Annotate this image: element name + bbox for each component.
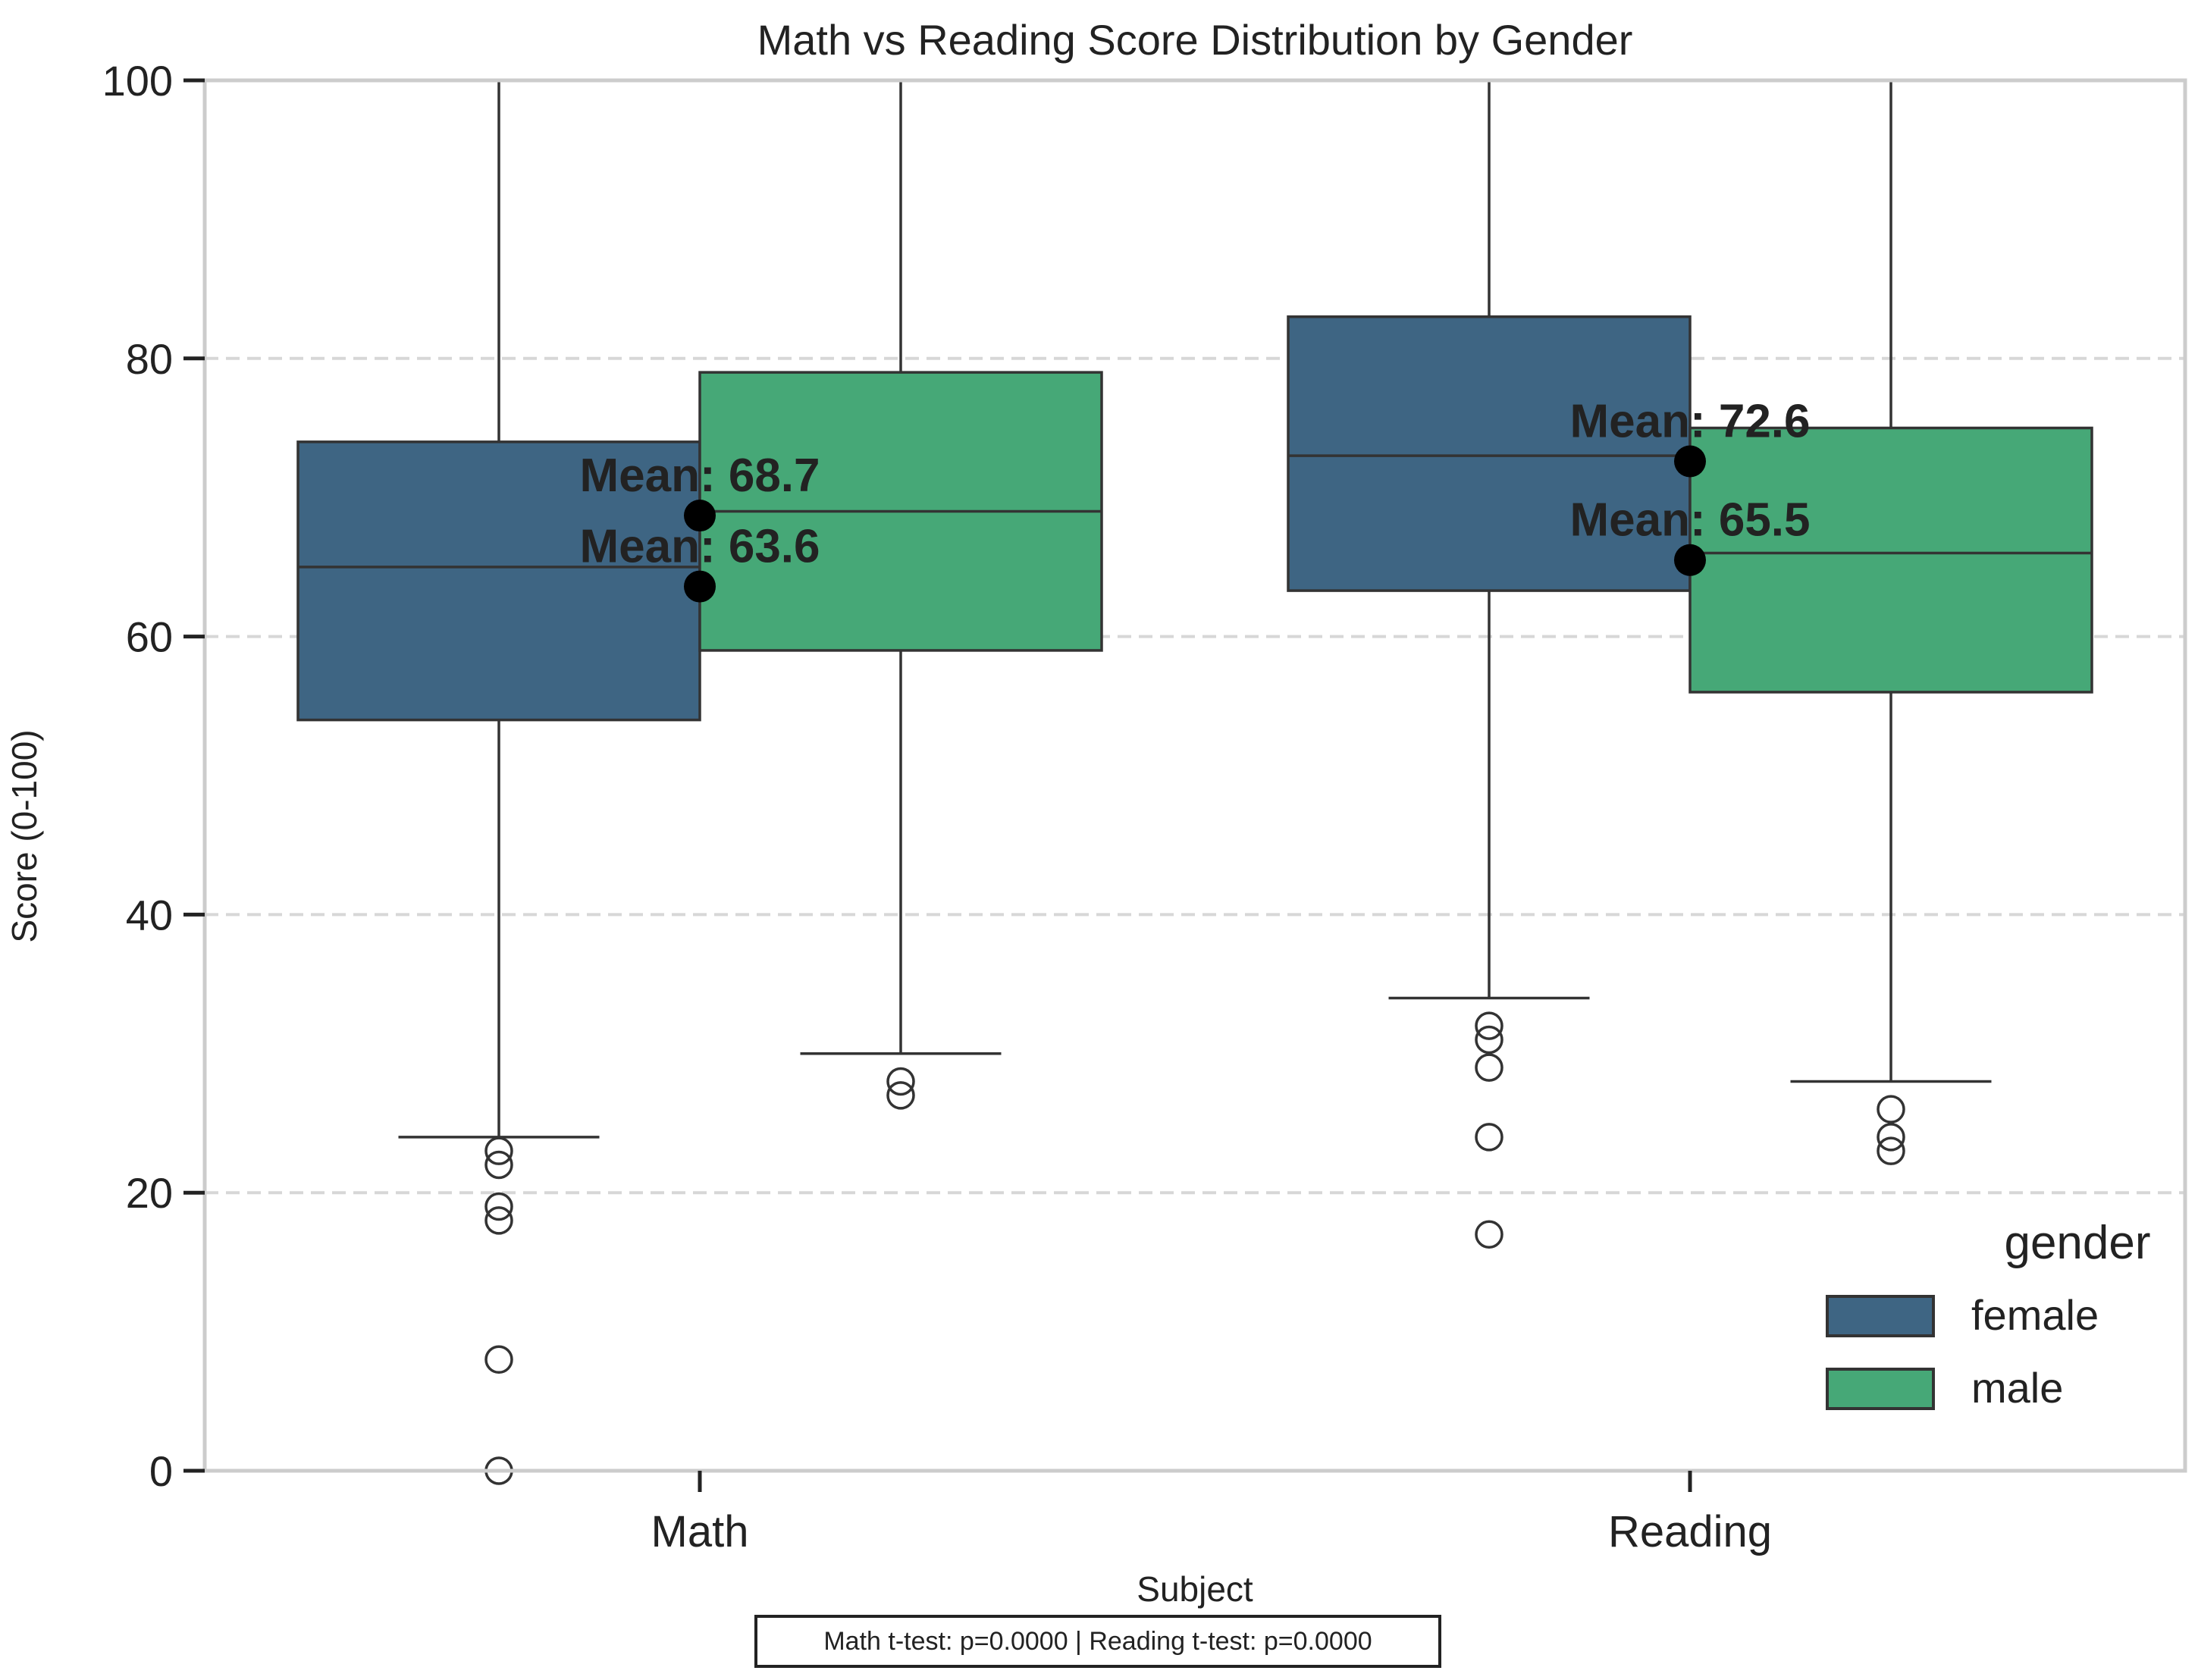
box-body <box>296 440 701 722</box>
x-axis-label: Subject <box>1137 1569 1253 1609</box>
outlier-point <box>1877 1123 1905 1152</box>
chart-title: Math vs Reading Score Distribution by Ge… <box>757 16 1633 64</box>
t-test-footnote: Math t-test: p=0.0000 | Reading t-test: … <box>754 1615 1441 1668</box>
y-tick-label: 0 <box>149 1447 173 1495</box>
y-tick-label: 100 <box>102 57 173 105</box>
outlier-point <box>1475 1220 1503 1249</box>
outlier-point <box>1475 1123 1503 1152</box>
outlier-point <box>886 1067 915 1096</box>
x-tick-label: Reading <box>1608 1507 1772 1556</box>
outlier-point <box>1475 1011 1503 1040</box>
legend-label-male: male <box>1971 1364 2063 1412</box>
mean-marker <box>1674 445 1706 478</box>
y-tick-label: 60 <box>126 613 173 661</box>
y-tick-label: 20 <box>126 1169 173 1217</box>
box-body <box>1688 426 2093 694</box>
outlier-point <box>1877 1136 1905 1165</box>
box-female-reading <box>1287 80 1692 1249</box>
plot-frame <box>202 78 2187 1473</box>
outlier-point <box>484 1206 513 1235</box>
box-body <box>1287 315 1692 592</box>
box-male-reading <box>1688 80 2093 1165</box>
outlier-point <box>484 1345 513 1374</box>
mean-label: Mean: 68.7 <box>579 450 820 502</box>
mean-marker <box>1674 544 1706 576</box>
axes: 0 20 40 60 80 100 Math Reading <box>102 57 2187 1556</box>
box-male-math <box>698 80 1103 1110</box>
x-tick-label: Math <box>651 1507 749 1556</box>
y-tick-label: 40 <box>126 891 173 939</box>
outlier-point <box>1475 1053 1503 1082</box>
y-tick-label: 80 <box>126 335 173 383</box>
mean-marker <box>684 570 716 603</box>
box-female-math <box>296 80 701 1485</box>
legend-swatch-male <box>1826 1368 1935 1410</box>
legend: gender female male <box>1826 1217 2151 1412</box>
outlier-point <box>484 1192 513 1221</box>
mean-marker <box>684 500 716 532</box>
outlier-point <box>1475 1025 1503 1055</box>
legend-title: gender <box>2004 1217 2150 1269</box>
outlier-point <box>1877 1095 1905 1124</box>
outlier-point <box>484 1136 513 1165</box>
y-axis-label: Score (0-100) <box>5 729 44 942</box>
outlier-point <box>886 1081 915 1110</box>
legend-label-female: female <box>1971 1291 2099 1339</box>
mean-label: Mean: 72.6 <box>1569 396 1810 448</box>
legend-swatch-female <box>1826 1295 1935 1337</box>
mean-label: Mean: 65.5 <box>1569 494 1810 547</box>
outlier-point <box>484 1150 513 1180</box>
